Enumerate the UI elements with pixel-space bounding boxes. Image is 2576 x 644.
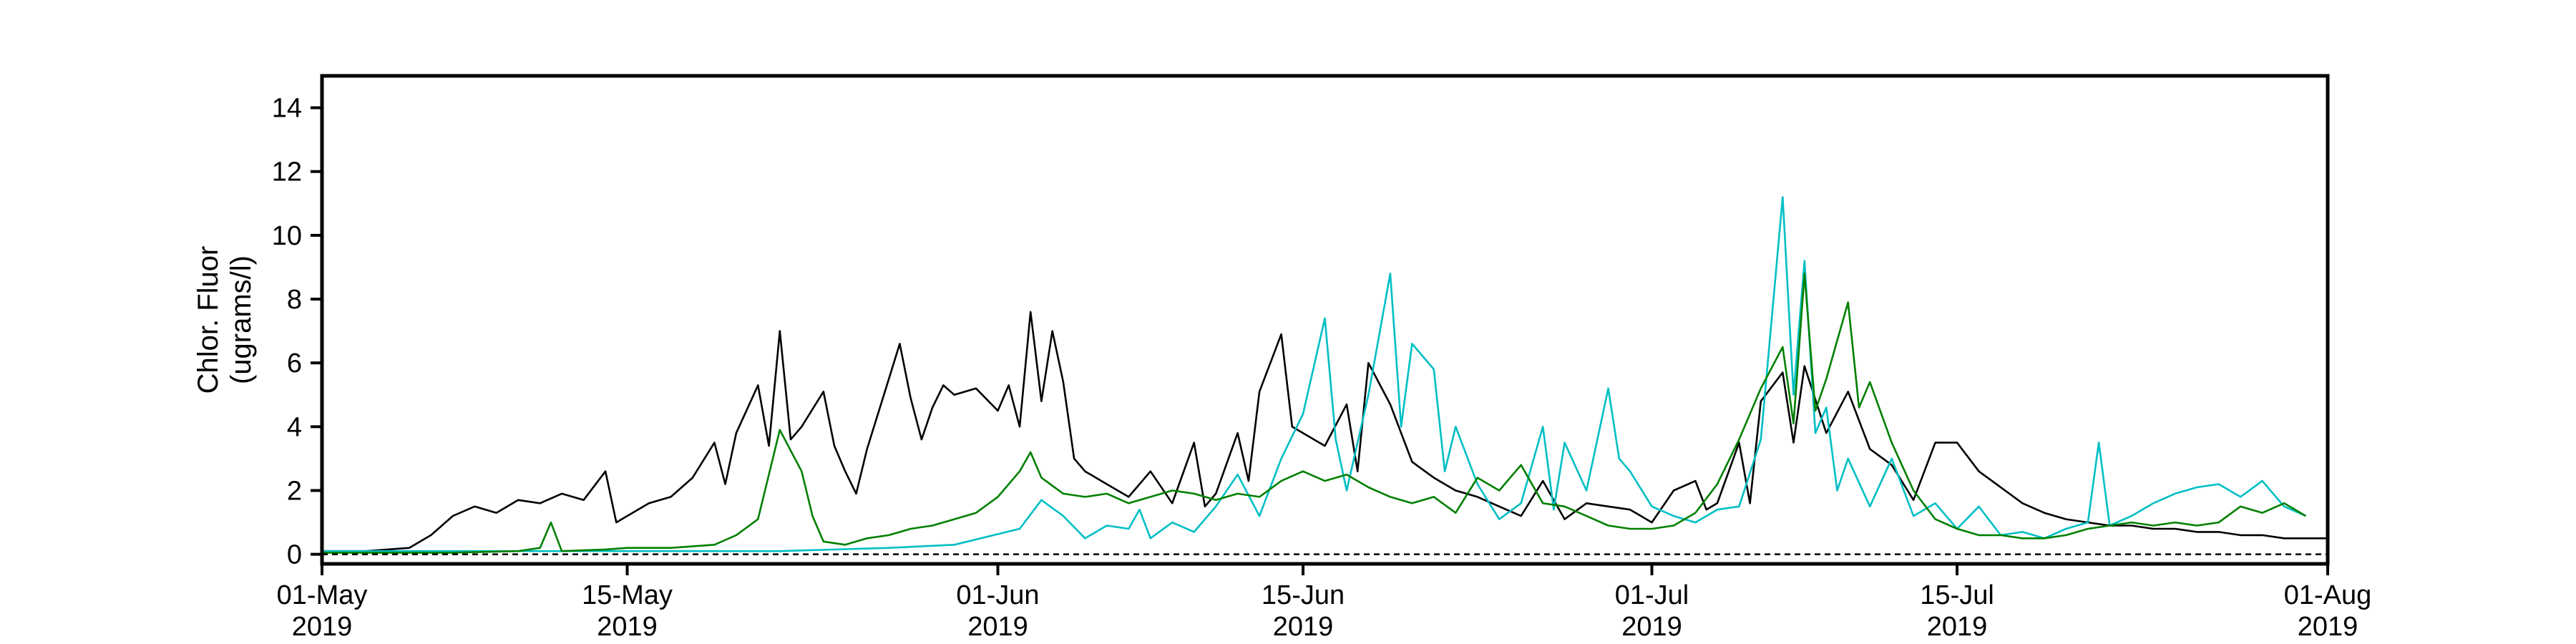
y-tick-label: 14	[272, 94, 302, 124]
series-layer	[322, 196, 2328, 554]
series-line-2	[322, 196, 2307, 552]
x-tick-year-label: 2019	[967, 612, 1028, 642]
x-tick-label: 01-Aug	[2284, 580, 2372, 610]
y-axis-label-line2: (ugrams/l)	[225, 255, 257, 384]
x-tick-label: 01-May	[277, 580, 368, 610]
x-axis: 01-May201915-May201901-Jun201915-Jun2019…	[277, 564, 2372, 642]
x-tick-year-label: 2019	[2298, 612, 2358, 642]
x-tick-year-label: 2019	[1927, 612, 1988, 642]
y-tick-label: 8	[287, 285, 302, 315]
x-tick-year-label: 2019	[1621, 612, 1682, 642]
x-tick-label: 01-Jun	[956, 580, 1039, 610]
series-line-1	[322, 311, 2328, 552]
series-line-3	[322, 273, 2307, 554]
x-tick-label: 15-Jun	[1262, 580, 1345, 610]
y-tick-label: 2	[287, 476, 302, 506]
y-tick-label: 6	[287, 348, 302, 379]
plot-area-frame	[320, 74, 2330, 566]
x-tick-year-label: 2019	[597, 612, 658, 642]
x-tick-year-label: 2019	[1273, 612, 1334, 642]
y-tick-label: 10	[272, 221, 302, 251]
y-tick-label: 12	[272, 157, 302, 187]
y-tick-label: 0	[287, 540, 302, 570]
y-axis-label-line1: Chlor. Fluor	[192, 246, 224, 394]
x-tick-year-label: 2019	[292, 612, 353, 642]
x-tick-label: 01-Jul	[1615, 580, 1689, 610]
y-tick-label: 4	[287, 412, 302, 442]
x-tick-label: 15-May	[582, 580, 673, 610]
y-axis: 0 2 4 6 8 10 12 14	[272, 94, 322, 570]
x-tick-label: 15-Jul	[1920, 580, 1994, 610]
